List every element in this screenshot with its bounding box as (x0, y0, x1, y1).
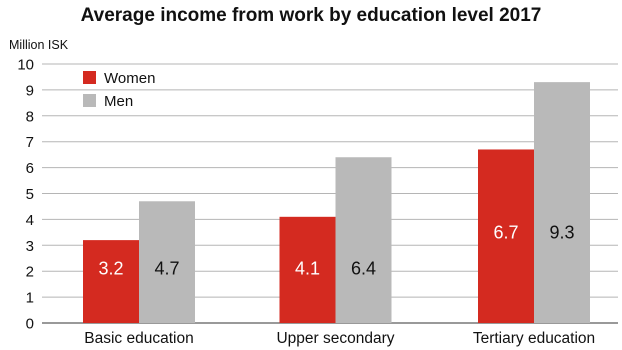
data-label: 6.7 (493, 222, 518, 242)
data-label: 6.4 (351, 259, 376, 279)
bar-women-2 (279, 216, 336, 323)
bars (83, 82, 590, 323)
legend-swatch-men (83, 94, 96, 107)
y-axis-ticks: 0 1 2 3 4 5 6 7 8 9 10 (17, 57, 34, 333)
legend-swatch-women (83, 71, 96, 84)
data-label: 4.7 (154, 259, 179, 279)
y-tick-label: 9 (26, 82, 34, 99)
data-label: 9.3 (549, 222, 574, 242)
x-tick-label: Tertiary education (473, 330, 595, 347)
bar-women-1 (83, 240, 139, 323)
y-tick-label: 6 (26, 160, 34, 177)
y-tick-label: 3 (26, 238, 34, 255)
bar-men-3 (534, 82, 590, 323)
data-label: 4.1 (295, 259, 320, 279)
y-axis-unit-label: Million ISK (9, 38, 69, 52)
data-labels: 3.2 4.7 4.1 6.4 6.7 9.3 (98, 222, 574, 278)
chart-title: Average income from work by education le… (80, 5, 542, 26)
y-tick-label: 4 (26, 212, 34, 229)
legend: Women Men (83, 70, 155, 110)
bar-women-3 (478, 149, 534, 323)
y-tick-label: 8 (26, 108, 34, 125)
x-tick-label: Basic education (84, 330, 193, 347)
x-tick-label: Upper secondary (276, 330, 394, 347)
y-tick-label: 5 (26, 186, 34, 203)
bar-men-2 (335, 157, 392, 323)
data-label: 3.2 (98, 259, 123, 279)
y-tick-label: 0 (26, 316, 34, 333)
y-tick-label: 2 (26, 264, 34, 281)
legend-label-women: Women (104, 70, 155, 87)
y-tick-label: 10 (17, 57, 34, 74)
y-tick-label: 1 (26, 290, 34, 307)
y-tick-label: 7 (26, 134, 34, 151)
bar-men-1 (139, 201, 195, 323)
x-axis-ticks: Basic education Upper secondary Tertiary e… (84, 330, 595, 347)
legend-label-men: Men (104, 93, 133, 110)
